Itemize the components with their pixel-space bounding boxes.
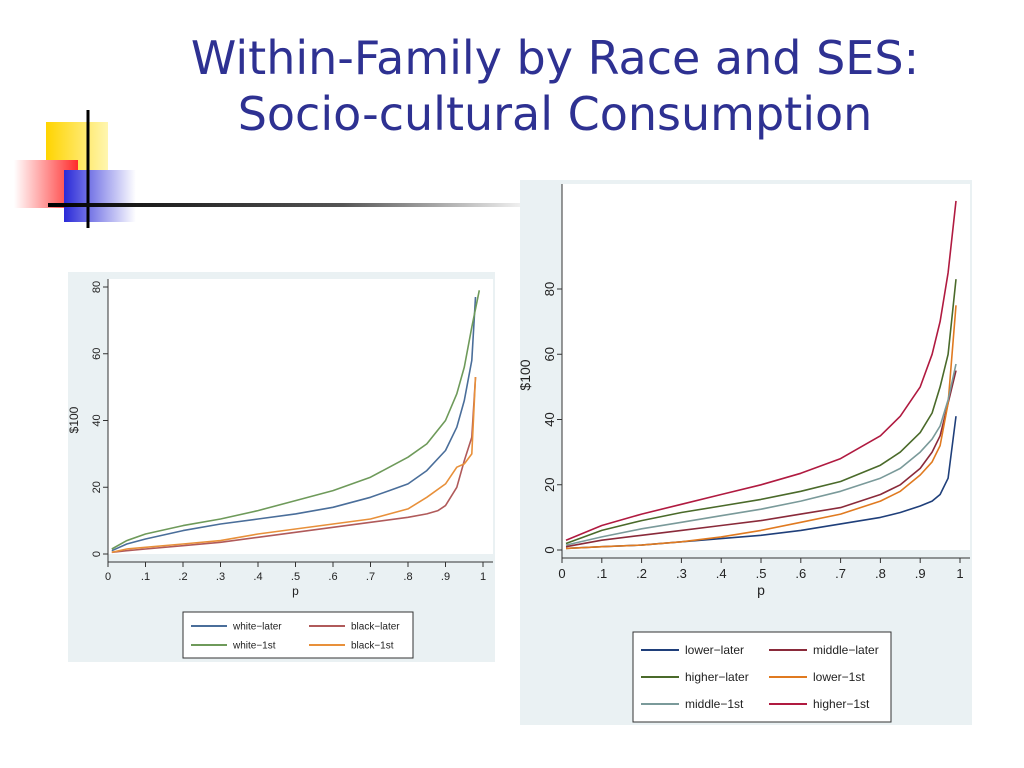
series-line-black-later [111,377,477,554]
legend-box [182,611,414,659]
legend-label: lower−1st [813,670,865,684]
plot-area [562,184,970,550]
slide-title: Within-Family by Race and SES: Socio-cul… [130,30,980,142]
x-tick-label: .3 [676,566,687,581]
legend-label: higher−later [685,670,749,684]
x-tick-label: .5 [291,571,300,583]
y-axis-title: $100 [68,406,81,433]
x-tick-label: .8 [875,566,886,581]
y-tick-label: 80 [542,282,557,296]
series-line-lower-1st [565,305,957,550]
accent-horizontal-line [48,203,538,207]
series-line-white-later [111,296,477,552]
y-tick-label: 20 [542,478,557,492]
plot-area [108,279,493,554]
legend-label: higher−1st [813,697,870,711]
legend-label: white−later [232,621,282,632]
legend-label: middle−later [813,643,879,657]
x-axis-title: p [757,582,765,598]
x-tick-label: .6 [328,571,337,583]
x-tick-label: .7 [366,571,375,583]
x-tick-label: .1 [596,566,607,581]
x-tick-label: .2 [636,566,647,581]
decorative-accent-graphic [14,110,538,228]
series-line-white-1st [111,290,481,550]
legend-label: lower−later [685,643,744,657]
series-line-middle-1st [565,363,957,546]
legend-label: black−later [351,621,400,632]
x-tick-label: .4 [716,566,727,581]
y-tick-label: 0 [91,551,103,557]
x-axis-title: p [292,584,299,598]
x-tick-label: 1 [480,571,486,583]
y-axis-title: $100 [520,359,533,390]
x-tick-label: .7 [835,566,846,581]
legend-label: black−1st [351,640,394,651]
slide-title-line-1: Within-Family by Race and SES: [190,31,920,85]
x-tick-label: .9 [441,571,450,583]
slide-title-line-2: Socio-cultural Consumption [237,87,873,141]
series-line-middle-later [565,370,957,548]
x-tick-label: .2 [178,571,187,583]
x-tick-label: .3 [216,571,225,583]
x-tick-label: 0 [105,571,111,583]
y-tick-label: 40 [91,414,103,426]
x-tick-label: .5 [756,566,767,581]
series-line-higher-later [565,279,957,545]
chart-panel-ses: 0 .1 .2 .3 .4 .5 .6 .7 .8 .9 1 0 20 40 60 80 p $100 lower−… [517,180,972,725]
chart-panel-race: 0 .1 .2 .3 .4 .5 .6 .7 .8 .9 1 0 20 40 60 80 p $100 white−… [67,272,495,662]
x-tick-label: 0 [558,566,565,581]
legend-label: middle−1st [685,697,744,711]
y-tick-label: 20 [91,481,103,493]
x-tick-label: .4 [253,571,262,583]
x-tick-label: .8 [403,571,412,583]
x-tick-label: .6 [795,566,806,581]
x-tick-label: .9 [915,566,926,581]
series-line-black-1st [111,377,477,554]
y-tick-label: 0 [542,546,557,553]
chart-race: 0 .1 .2 .3 .4 .5 .6 .7 .8 .9 1 0 20 40 60 80 p $100 white−… [67,279,493,659]
legend-label: white−1st [232,640,276,651]
y-tick-label: 80 [91,281,103,293]
chart-ses: 0 .1 .2 .3 .4 .5 .6 .7 .8 .9 1 0 20 40 60 80 p $100 lower−… [517,184,970,723]
y-tick-label: 40 [542,412,557,426]
y-tick-label: 60 [91,348,103,360]
accent-blue-square [64,170,136,222]
x-tick-label: .1 [141,571,150,583]
y-tick-label: 60 [542,347,557,361]
series-line-higher-1st [565,200,957,541]
x-tick-label: 1 [956,566,963,581]
